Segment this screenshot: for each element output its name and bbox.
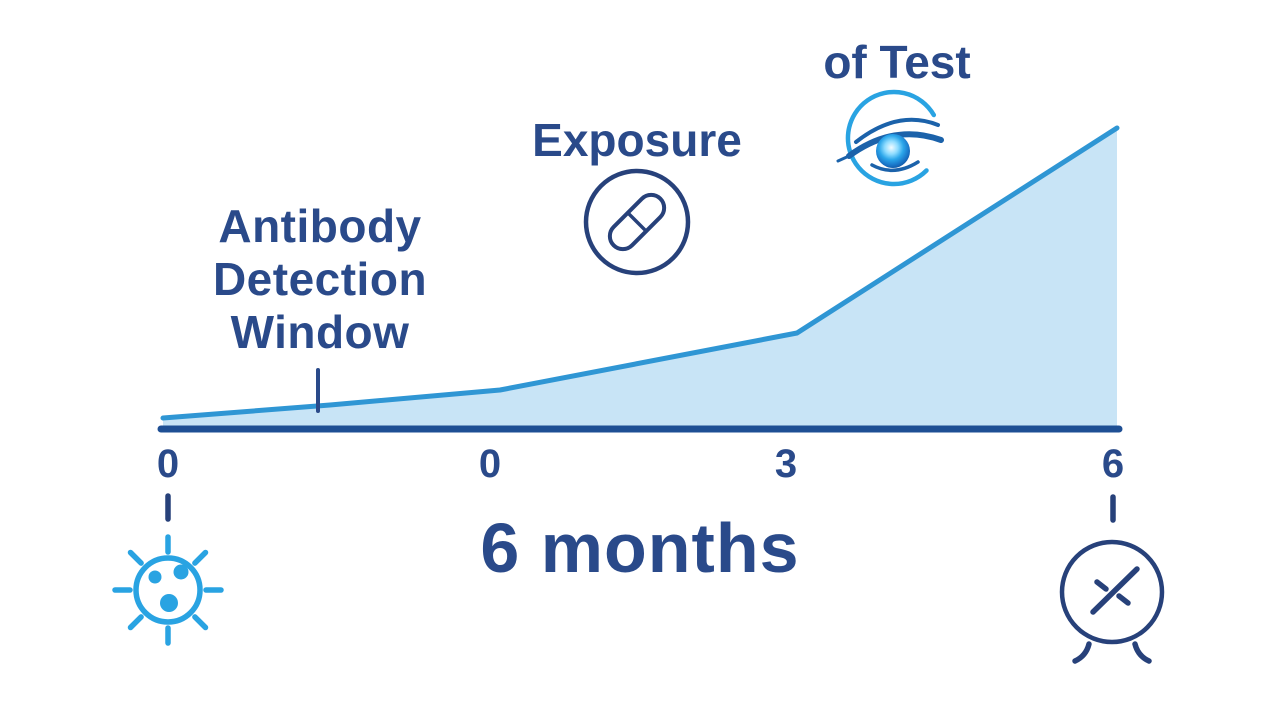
chart-title: Antibody Detection Window (130, 200, 510, 359)
axis-tick-label: 3 (774, 442, 798, 486)
duration-label: 6 months (480, 509, 800, 587)
pill-capsule-icon (583, 168, 691, 276)
virus-icon (112, 534, 224, 646)
chart-title-line1: Antibody (218, 200, 422, 252)
antibody-area-fill (163, 128, 1117, 426)
eye-icon (836, 89, 944, 187)
of-test-label: of Test (823, 36, 971, 88)
axis-tick-label: 0 (478, 442, 502, 486)
crossed-circle-icon (1059, 539, 1165, 664)
axis-tick-label: 6 (1101, 442, 1125, 486)
axis-tick-label: 0 (156, 442, 180, 486)
chart-title-line2: Detection (212, 252, 428, 305)
exposure-label: Exposure (532, 114, 742, 166)
antibody-curve-line (160, 125, 1120, 421)
chart-title-line3: Window (230, 305, 410, 358)
